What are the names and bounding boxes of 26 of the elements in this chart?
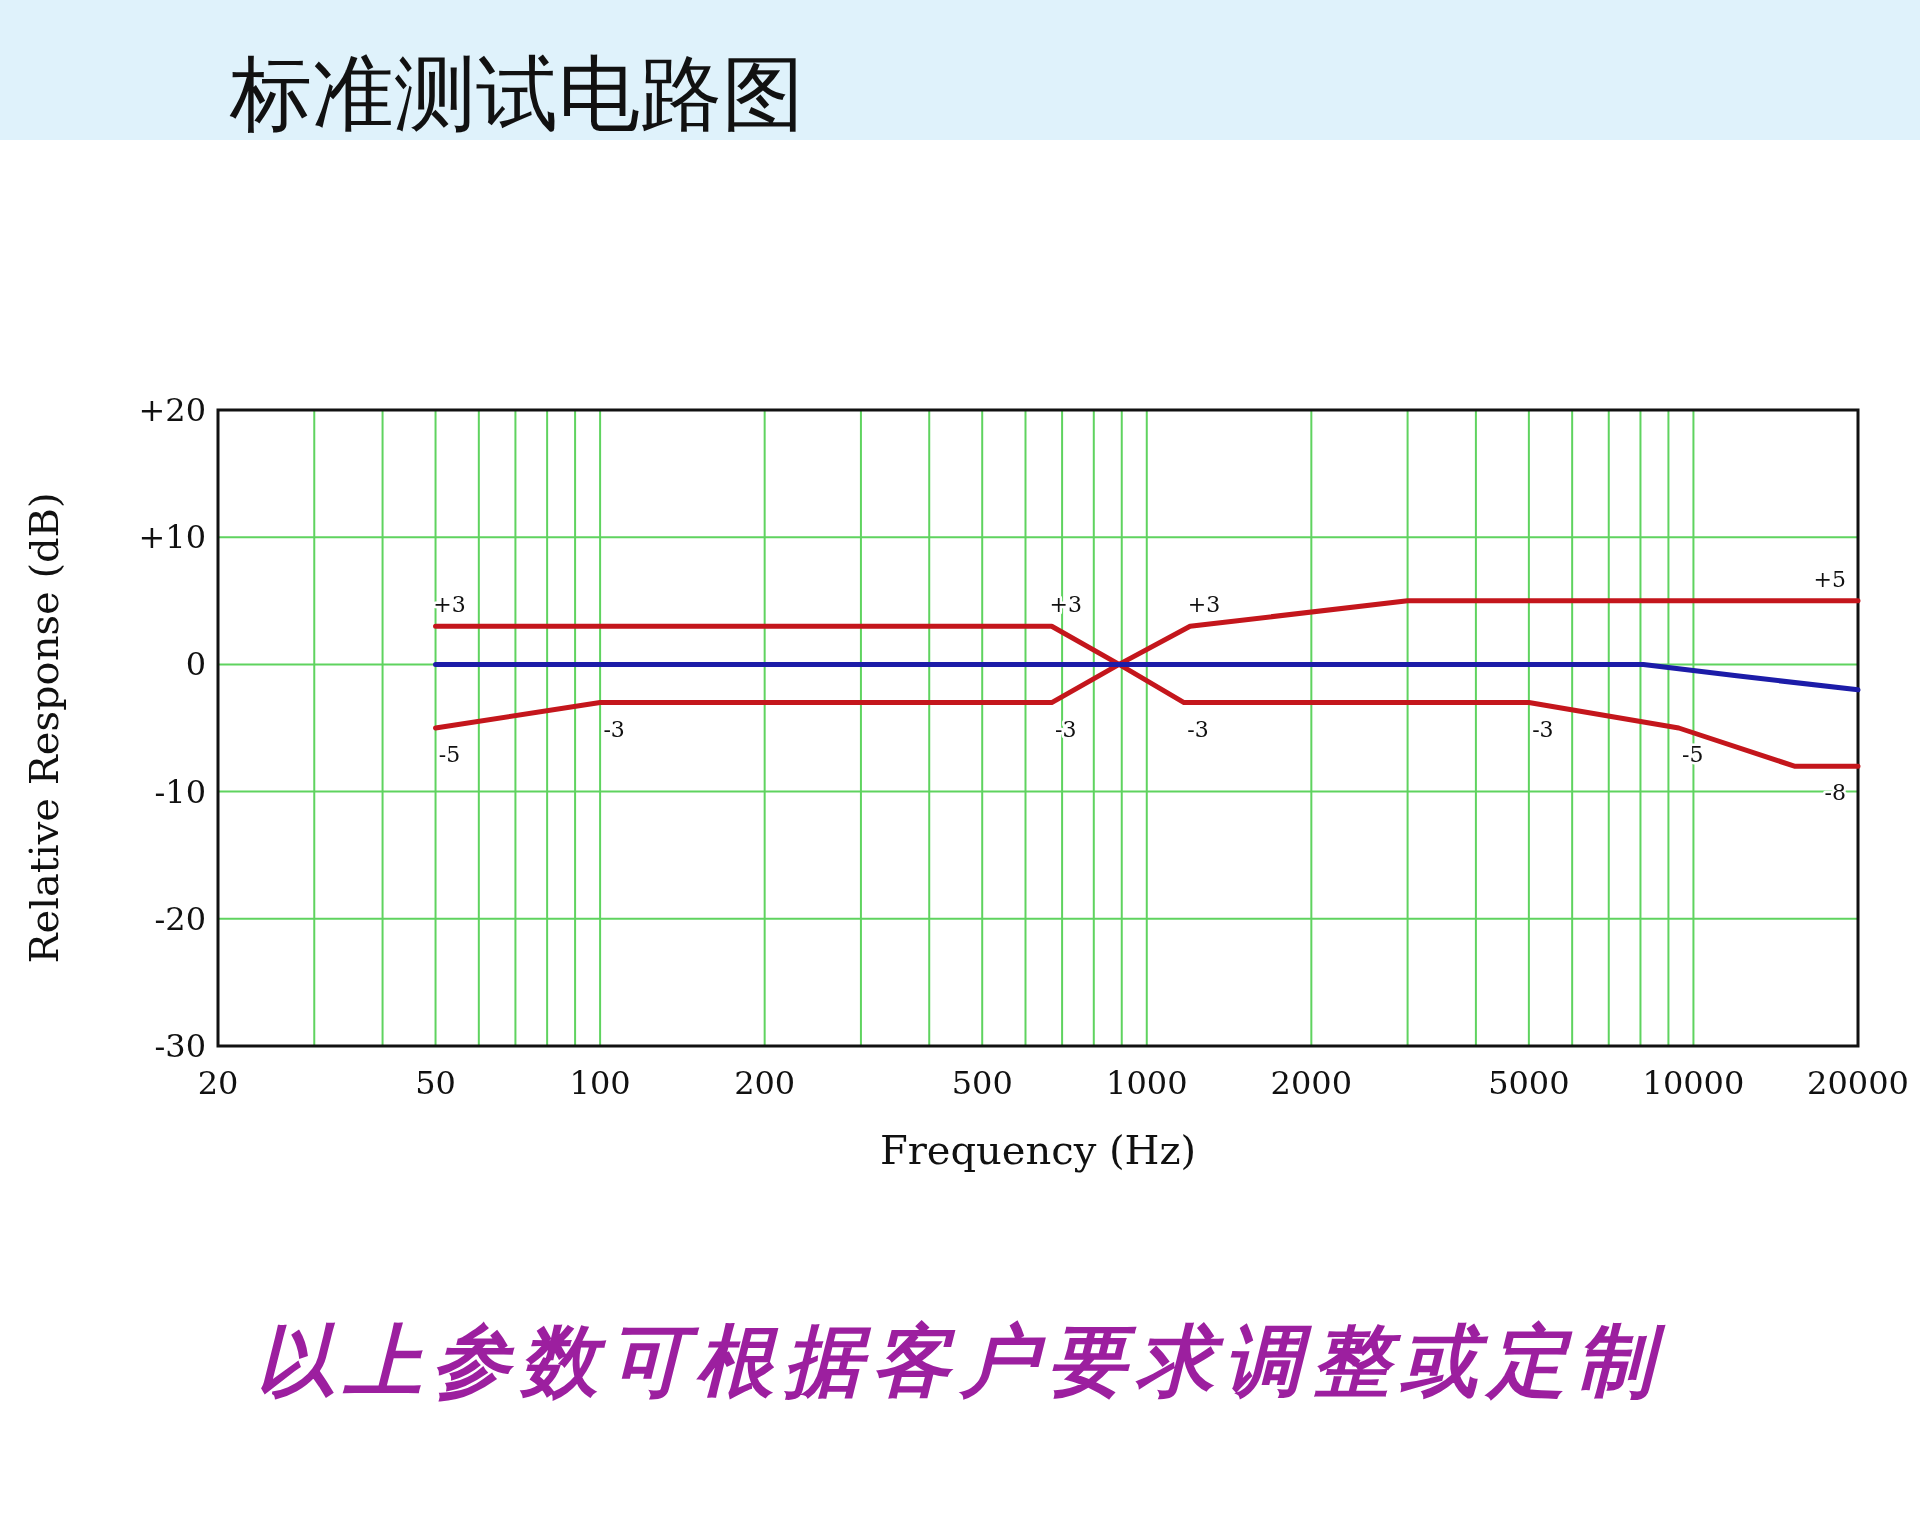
y-tick-label: -20 bbox=[154, 899, 206, 938]
annotation: +3 bbox=[1187, 592, 1221, 618]
y-tick-label: +10 bbox=[138, 518, 206, 557]
annotation: -5 bbox=[438, 742, 461, 767]
x-tick-label: 2000 bbox=[1270, 1064, 1353, 1102]
x-tick-label: 50 bbox=[415, 1064, 456, 1102]
text: 以上参数可根据客户要求调整或定制 bbox=[256, 1315, 1666, 1406]
x-tick-label: 20000 bbox=[1807, 1064, 1909, 1102]
annotation: -3 bbox=[1532, 716, 1554, 742]
y-tick-label: -30 bbox=[154, 1027, 206, 1065]
y-tick-label: -10 bbox=[154, 772, 206, 811]
x-tick-label: 10000 bbox=[1642, 1064, 1745, 1102]
annotation: +5 bbox=[1813, 566, 1846, 592]
y-axis-title: Relative Response (dB) bbox=[21, 492, 67, 964]
chart-title: 标准测试电路图 bbox=[229, 46, 804, 141]
x-tick-label: 100 bbox=[569, 1064, 631, 1102]
x-tick-label: 20 bbox=[197, 1064, 239, 1102]
x-tick-label: 500 bbox=[951, 1064, 1013, 1102]
x-axis-title: Frequency (Hz) bbox=[879, 1127, 1197, 1173]
annotation: -3 bbox=[603, 716, 625, 742]
y-tick-label: +20 bbox=[138, 391, 206, 429]
y-tick-label: 0 bbox=[185, 645, 206, 684]
x-tick-label: 1000 bbox=[1106, 1064, 1188, 1102]
annotation: -3 bbox=[1187, 716, 1209, 742]
x-tick-label: 200 bbox=[734, 1064, 796, 1102]
x-tick-label: 5000 bbox=[1488, 1064, 1570, 1102]
